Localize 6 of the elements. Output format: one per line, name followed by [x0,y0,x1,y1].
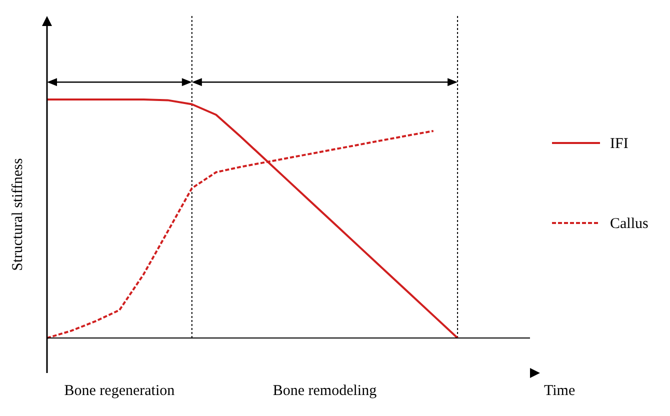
legend-label: Callus [610,216,648,232]
text: Bone remodeling [272,383,378,399]
x-axis-title: Time [544,383,576,399]
y-axis-title: Structural stiffness [10,158,26,271]
legend-label: IFI [610,136,628,152]
text: Bone regeneration [64,383,176,399]
